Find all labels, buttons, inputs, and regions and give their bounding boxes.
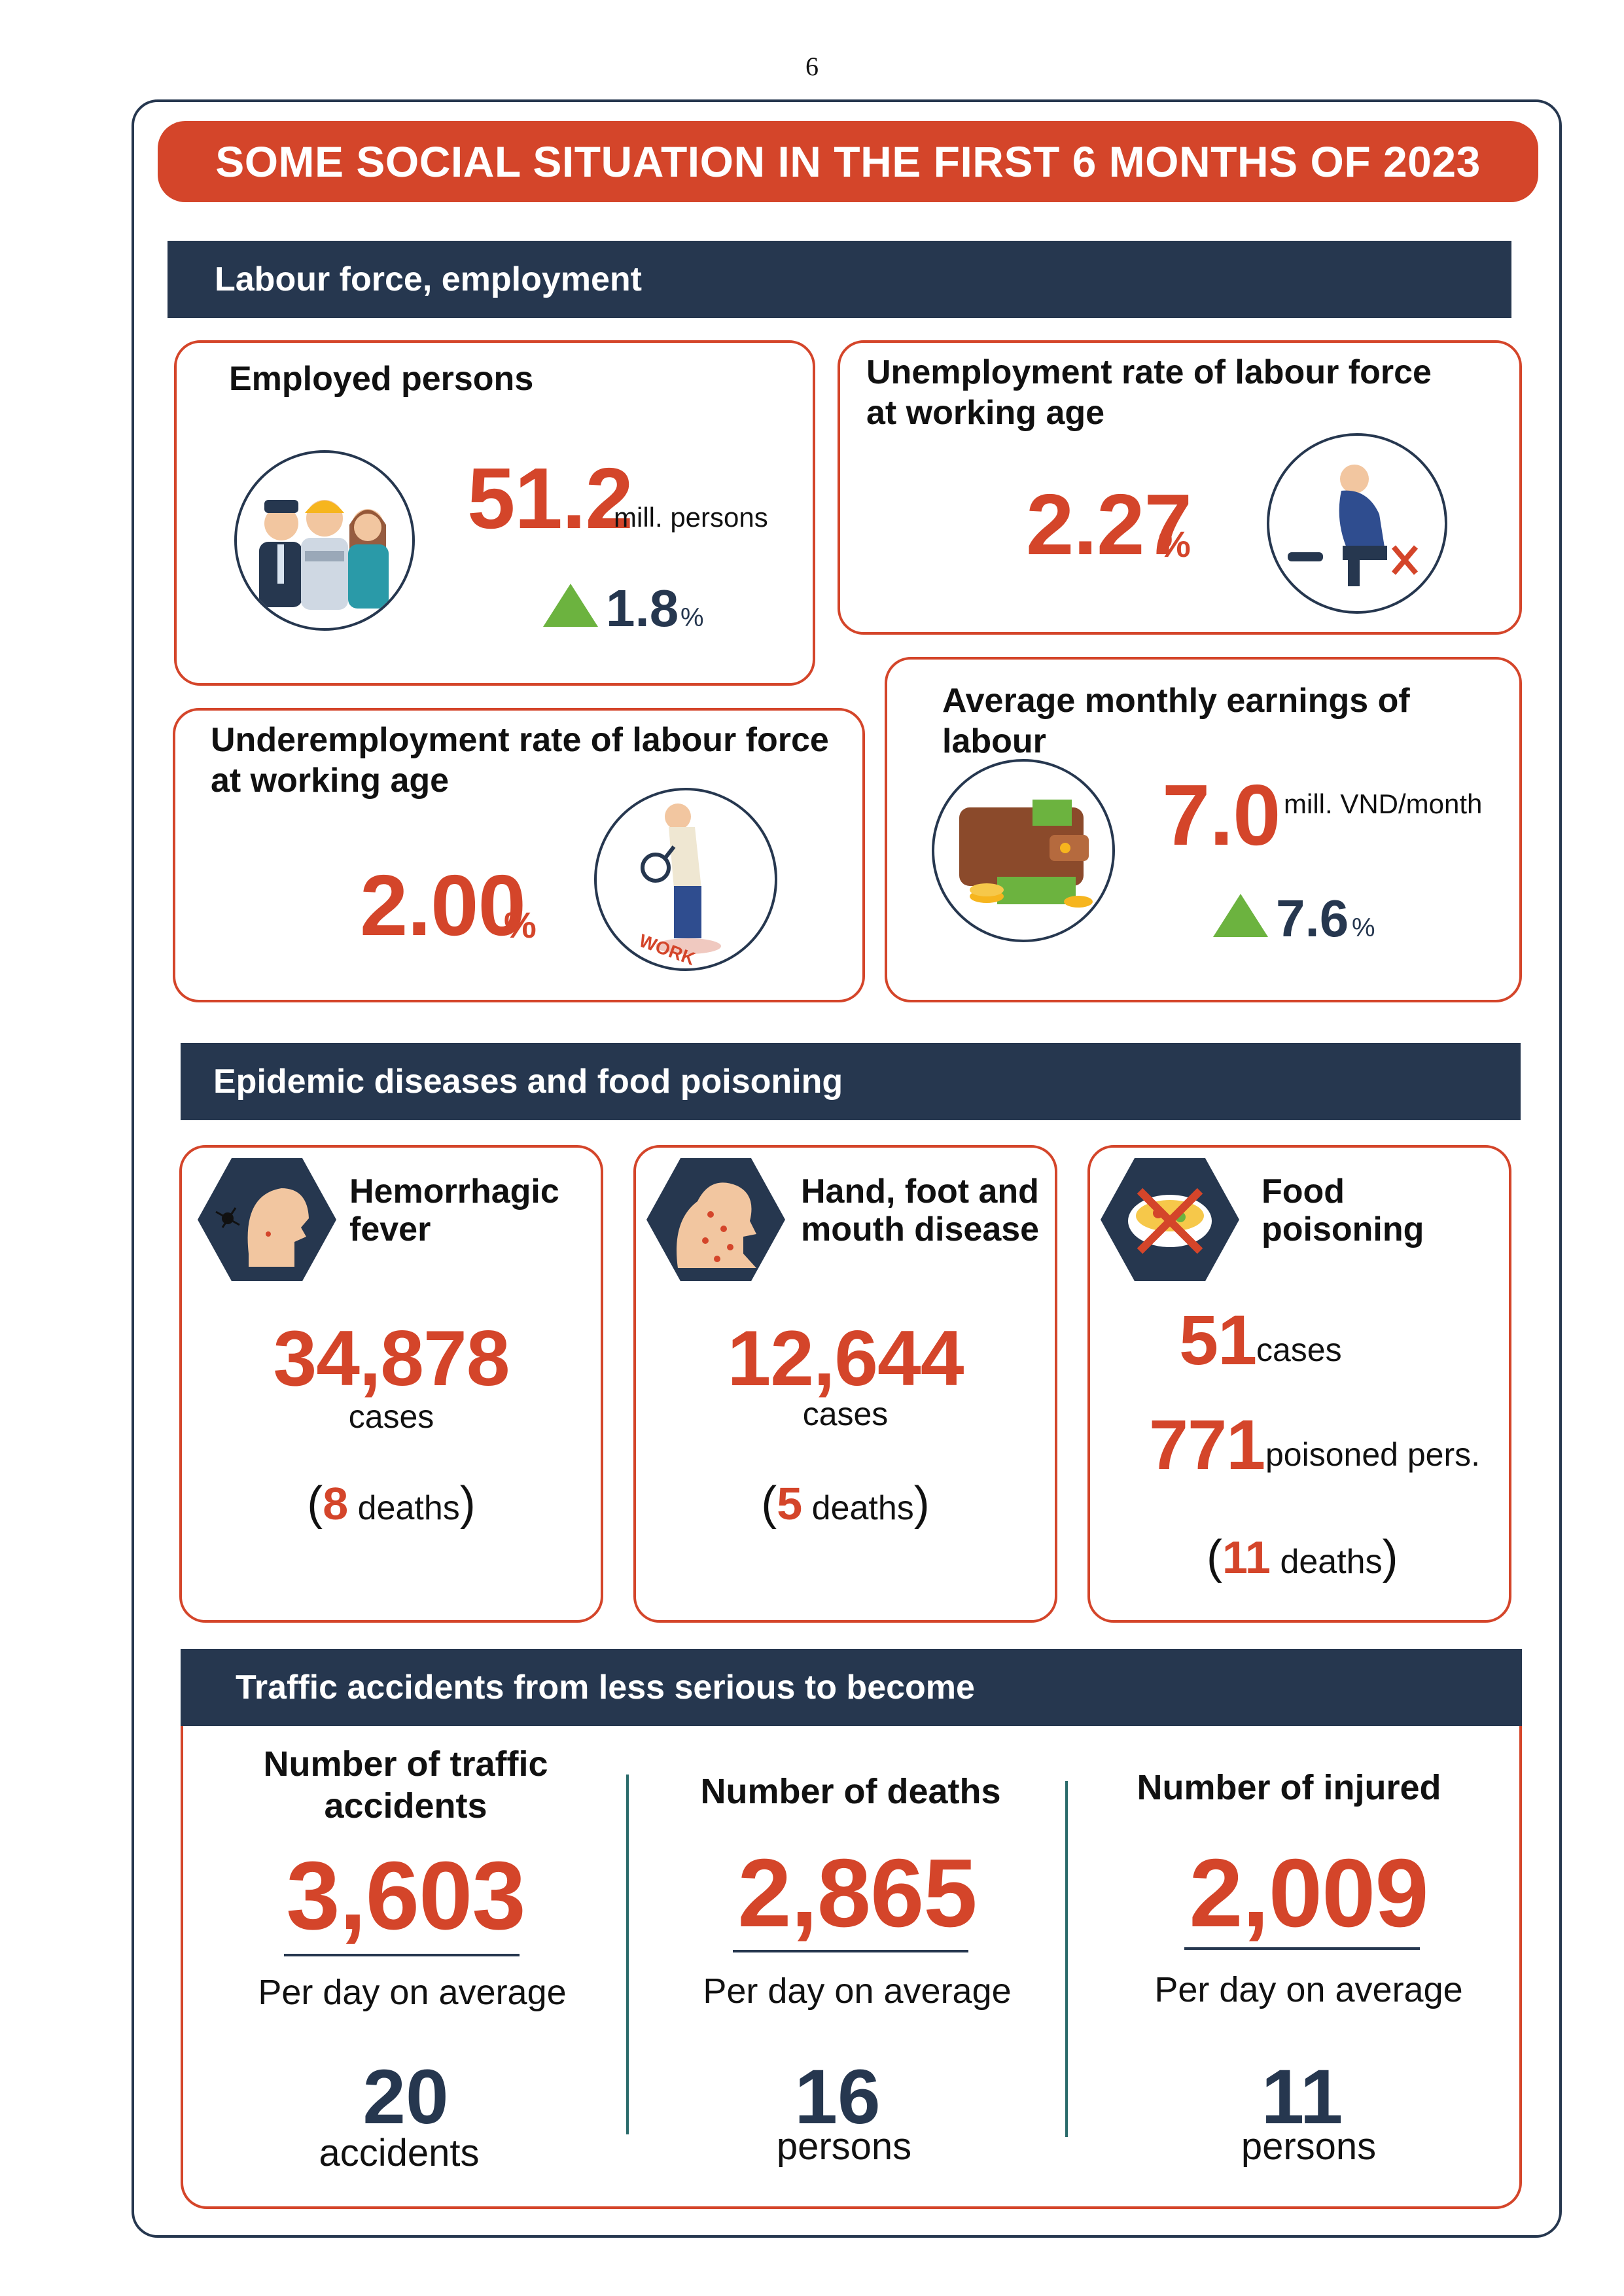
traffic-injured-value: 2,009 bbox=[1189, 1839, 1428, 1947]
food-persons-unit: poisoned pers. bbox=[1265, 1436, 1481, 1473]
column-divider bbox=[626, 1775, 629, 2134]
traffic-injured-per-day-label: Per day on average bbox=[1154, 1970, 1463, 2009]
traffic-injured-per-day-value: 11 bbox=[1261, 2054, 1343, 2140]
traffic-accidents-per-day-unit: accidents bbox=[319, 2132, 480, 2174]
hfmd-unit: cases bbox=[802, 1396, 889, 1432]
section-heading-epidemic: Epidemic diseases and food poisoning bbox=[181, 1043, 1521, 1120]
traffic-injured-per-day-unit: persons bbox=[1241, 2125, 1377, 2168]
hfmd-value: 12,644 bbox=[727, 1315, 964, 1402]
earnings-unit: mill. VND/month bbox=[1284, 788, 1483, 819]
traffic-injured-label: Number of injured bbox=[1137, 1768, 1441, 1807]
unemployment-label-line1: Unemployment rate of labour force bbox=[866, 353, 1432, 391]
hfmd-deaths: (5 deaths) bbox=[761, 1477, 930, 1530]
food-label-line1: Food bbox=[1262, 1173, 1345, 1210]
traffic-accidents-label-line1: Number of traffic bbox=[263, 1744, 548, 1784]
hfmd-label-line2: mouth disease bbox=[801, 1210, 1040, 1248]
unemployment-value: 2.27 bbox=[1026, 476, 1192, 573]
traffic-deaths-per-day-value: 16 bbox=[794, 2054, 881, 2140]
hemorrhagic-value: 34,878 bbox=[273, 1315, 510, 1402]
mosquito-icon bbox=[198, 1158, 336, 1281]
traffic-accidents-value: 3,603 bbox=[286, 1842, 525, 1950]
employed-card: Employed persons 51.2 mill. persons 1.8 … bbox=[174, 340, 815, 686]
section-heading-traffic: Traffic accidents from less serious to b… bbox=[181, 1649, 1522, 1726]
searching-work-icon: WORK bbox=[594, 788, 777, 971]
food-bowl-icon bbox=[1101, 1158, 1239, 1281]
traffic-deaths-value: 2,865 bbox=[737, 1839, 977, 1947]
unemployment-card: Unemployment rate of labour force at wor… bbox=[838, 340, 1522, 635]
divider-line bbox=[1184, 1947, 1420, 1950]
page-title: SOME SOCIAL SITUATION IN THE FIRST 6 MON… bbox=[158, 121, 1538, 202]
traffic-deaths-label: Number of deaths bbox=[700, 1772, 1001, 1811]
food-label-line2: poisoning bbox=[1262, 1210, 1424, 1248]
employed-label: Employed persons bbox=[229, 360, 534, 398]
traffic-deaths-per-day-label: Per day on average bbox=[703, 1971, 1012, 2011]
hemorrhagic-deaths: (8 deaths) bbox=[307, 1477, 476, 1530]
unemployment-unit: % bbox=[1158, 523, 1191, 565]
earnings-value: 7.0 bbox=[1162, 767, 1280, 863]
traffic-accidents-label-line2: accidents bbox=[324, 1786, 487, 1826]
hfmd-label-line1: Hand, foot and bbox=[801, 1173, 1039, 1210]
underemployment-value: 2.00 bbox=[360, 857, 526, 953]
traffic-accidents-per-day-value: 20 bbox=[362, 2054, 449, 2140]
traffic-accidents-per-day-label: Per day on average bbox=[258, 1973, 567, 2012]
employed-change: 1.8 bbox=[606, 579, 679, 637]
earnings-card: Average monthly earnings of labour 7.0 m… bbox=[885, 657, 1522, 1002]
traffic-deaths-per-day-unit: persons bbox=[776, 2125, 912, 2168]
wallet-icon bbox=[932, 759, 1115, 942]
divider-line bbox=[733, 1950, 968, 1952]
increase-arrow-icon bbox=[1213, 894, 1268, 937]
employed-value: 51.2 bbox=[467, 450, 633, 546]
food-cases-value: 51 bbox=[1179, 1300, 1257, 1379]
hemorrhagic-label-line1: Hemorrhagic bbox=[349, 1173, 559, 1210]
employed-unit: mill. persons bbox=[614, 502, 768, 533]
hemorrhagic-unit: cases bbox=[348, 1398, 434, 1435]
rash-face-icon bbox=[646, 1158, 785, 1281]
section-heading-labour: Labour force, employment bbox=[168, 241, 1511, 318]
food-deaths: (11 deaths) bbox=[1207, 1531, 1398, 1583]
increase-arrow-icon bbox=[543, 584, 598, 627]
page-number: 6 bbox=[805, 52, 819, 81]
employed-change-unit: % bbox=[680, 603, 704, 632]
hfmd-card: Hand, foot and mouth disease 12,644 case… bbox=[633, 1145, 1057, 1623]
unemployment-label-line2: at working age bbox=[866, 394, 1105, 432]
earnings-change: 7.6 bbox=[1276, 889, 1349, 947]
underemployment-label-line2: at working age bbox=[211, 762, 450, 800]
hemorrhagic-card: Hemorrhagic fever 34,878 cases (8 deaths… bbox=[179, 1145, 603, 1623]
earnings-change-unit: % bbox=[1352, 913, 1375, 942]
food-persons-value: 771 bbox=[1149, 1405, 1265, 1484]
sad-man-icon bbox=[1267, 433, 1447, 614]
divider-line bbox=[284, 1954, 520, 1956]
underemployment-label-line1: Underemployment rate of labour force bbox=[211, 721, 829, 759]
underemployment-card: Underemployment rate of labour force at … bbox=[173, 708, 865, 1002]
workers-icon bbox=[234, 450, 415, 631]
hemorrhagic-label-line2: fever bbox=[349, 1210, 431, 1248]
page-frame bbox=[132, 99, 1562, 2238]
column-divider bbox=[1065, 1781, 1068, 2137]
earnings-label: Average monthly earnings of labour bbox=[942, 682, 1410, 761]
underemployment-unit: % bbox=[504, 904, 537, 945]
food-cases-unit: cases bbox=[1256, 1332, 1342, 1368]
food-poisoning-card: Food poisoning 51 cases 771 poisoned per… bbox=[1087, 1145, 1511, 1623]
